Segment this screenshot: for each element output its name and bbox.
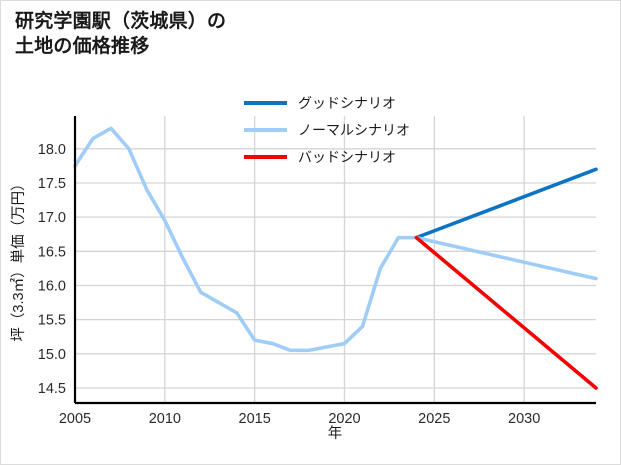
y-tick-label: 16.0 [38, 278, 66, 294]
axis-spines [73, 116, 596, 405]
y-axis-title: 坪（3.3㎡）単価（万円） [10, 176, 27, 341]
x-tick-label: 2020 [328, 411, 360, 427]
series-group [73, 126, 598, 390]
series-line-バッドシナリオ [414, 235, 598, 390]
y-tick-label: 14.5 [38, 381, 66, 397]
x-tick-label: 2030 [508, 411, 540, 427]
x-tick-label: 2015 [239, 411, 271, 427]
gridlines-group [74, 116, 596, 403]
y-tick-labels: 14.5 15.0 15.5 16.0 16.5 17.0 17.5 18.0 [38, 142, 66, 397]
x-tick-label: 2010 [149, 411, 181, 427]
y-tick-label: 17.0 [38, 210, 66, 226]
x-tick-label: 2005 [59, 411, 91, 427]
y-tick-label: 17.5 [38, 176, 66, 192]
y-tick-label: 18.0 [38, 142, 66, 158]
x-axis-title: 年 [328, 425, 343, 442]
legend-label-ノーマルシナリオ: ノーマルシナリオ [298, 122, 410, 138]
legend-label-グッドシナリオ: グッドシナリオ [298, 95, 396, 111]
y-tick-label: 15.0 [38, 347, 66, 363]
y-tick-label: 15.5 [38, 313, 66, 329]
x-tick-labels: 2005 2010 2015 2020 2025 2030 [59, 411, 540, 427]
series-line-ノーマルシナリオ [73, 126, 598, 353]
y-tick-label: 16.5 [38, 244, 66, 260]
page-title: 研究学園駅（茨城県）の 土地の価格推移 [15, 11, 227, 58]
legend-label-バッドシナリオ: バッドシナリオ [298, 149, 396, 165]
x-tick-label: 2025 [418, 411, 450, 427]
series-line-グッドシナリオ [414, 167, 598, 240]
